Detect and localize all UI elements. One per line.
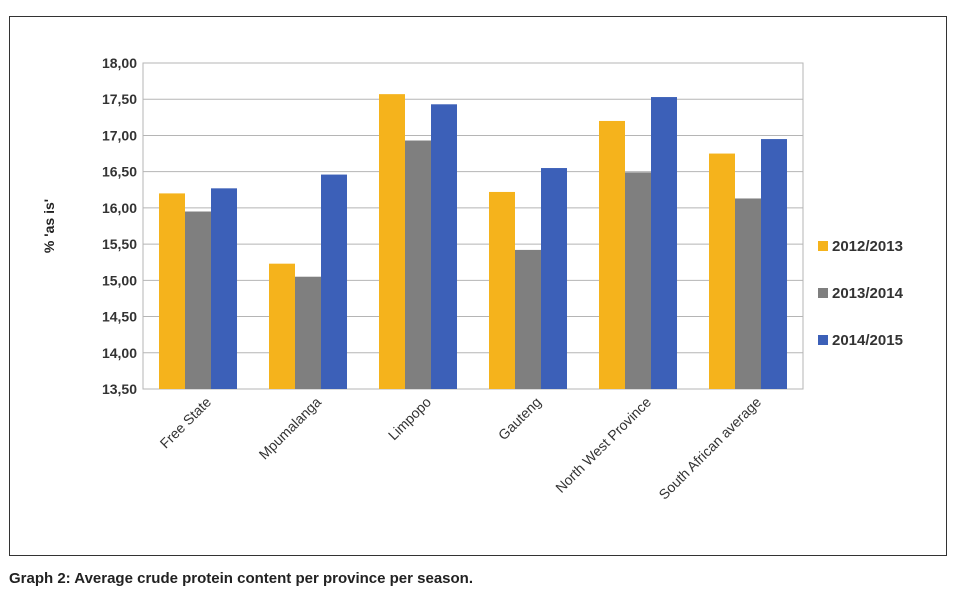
plot-area [142, 62, 804, 390]
y-axis-title: % 'as is' [41, 199, 57, 253]
legend-label: 2014/2015 [832, 332, 903, 349]
bar [379, 94, 405, 389]
y-tick-label: 16,00 [102, 200, 137, 216]
bar [709, 153, 735, 389]
y-tick-label: 17,00 [102, 127, 137, 143]
bar [651, 97, 677, 389]
figure-caption: Graph 2: Average crude protein content p… [9, 570, 474, 587]
bar [625, 172, 651, 389]
bar [541, 168, 567, 389]
x-tick-label: Limpopo [385, 394, 434, 443]
x-tick-label: Gauteng [495, 394, 544, 443]
bar [599, 120, 625, 389]
bar [405, 140, 431, 389]
x-tick-label: Mpumalanga [256, 394, 325, 463]
y-tick-label: 14,00 [102, 345, 137, 361]
bar [269, 263, 295, 389]
x-tick-label: South African average [655, 394, 764, 503]
bar [431, 104, 457, 389]
x-tick-label: North West Province [552, 394, 654, 496]
legend-swatch [818, 241, 828, 251]
chart-frame: 18,00 17,50 17,00 16,50 16,00 15,50 15,00 14,50… [9, 16, 947, 556]
y-tick-label: 13,50 [102, 381, 137, 397]
bar [489, 191, 515, 389]
bar [295, 276, 321, 389]
bar [321, 174, 347, 389]
legend-label: 2013/2014 [832, 285, 904, 302]
legend-label: 2012/2013 [832, 238, 903, 255]
y-tick-label: 18,00 [102, 55, 137, 71]
legend-swatch [818, 288, 828, 298]
y-tick-label: 14,50 [102, 309, 137, 325]
y-tick-label: 15,00 [102, 272, 137, 288]
bar [761, 139, 787, 389]
y-tick-label: 15,50 [102, 236, 137, 252]
bar [515, 249, 541, 389]
y-tick-label: 16,50 [102, 164, 137, 180]
bar [159, 193, 185, 389]
bar [735, 198, 761, 389]
bar-chart: 18,00 17,50 17,00 16,50 16,00 15,50 15,00 14,50… [41, 55, 904, 503]
y-tick-label: 17,50 [102, 91, 137, 107]
x-tick-label: Free State [157, 394, 215, 452]
legend-swatch [818, 335, 828, 345]
bar [185, 211, 211, 389]
bar [211, 188, 237, 389]
